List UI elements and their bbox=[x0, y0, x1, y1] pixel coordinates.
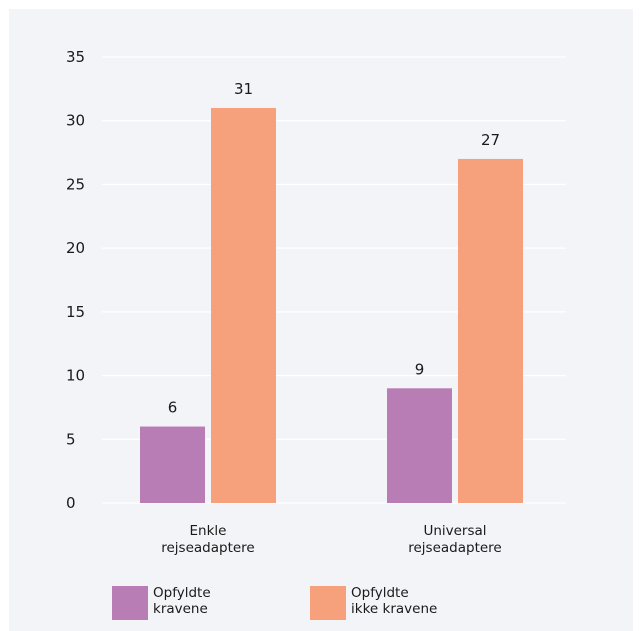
y-tick-label: 35 bbox=[66, 48, 85, 66]
y-tick-label: 0 bbox=[66, 494, 76, 512]
legend-swatch bbox=[112, 586, 148, 620]
y-axis-ticks: 0 5 10 15 20 25 30 35 bbox=[66, 48, 85, 512]
legend-label: Opfyldte kravene bbox=[153, 585, 211, 617]
legend-swatch bbox=[310, 586, 346, 620]
category-label: Enkle rejseadaptere bbox=[161, 523, 255, 556]
y-tick-label: 20 bbox=[66, 239, 85, 257]
data-label: 27 bbox=[481, 131, 500, 149]
legend: Opfyldte kravene Opfyldte ikke kravene bbox=[112, 585, 437, 620]
y-tick-label: 30 bbox=[66, 112, 85, 130]
y-tick-label: 25 bbox=[66, 175, 85, 193]
data-labels: 6 9 31 27 bbox=[168, 80, 500, 417]
bar bbox=[211, 107, 276, 503]
bars bbox=[140, 107, 523, 503]
data-label: 9 bbox=[415, 360, 425, 378]
data-label: 31 bbox=[234, 80, 253, 98]
y-tick-label: 15 bbox=[66, 303, 85, 321]
bar bbox=[140, 426, 205, 503]
y-tick-label: 5 bbox=[66, 430, 76, 448]
y-tick-label: 10 bbox=[66, 367, 85, 385]
data-label: 6 bbox=[168, 399, 178, 417]
category-label: Universal rejseadaptere bbox=[408, 523, 502, 556]
bar bbox=[387, 388, 452, 503]
category-labels: Enkle rejseadaptere Universal rejseadaptere bbox=[161, 523, 502, 556]
chart-panel bbox=[9, 9, 633, 631]
bar bbox=[458, 158, 523, 503]
legend-label: Opfyldte ikke kravene bbox=[351, 585, 437, 617]
